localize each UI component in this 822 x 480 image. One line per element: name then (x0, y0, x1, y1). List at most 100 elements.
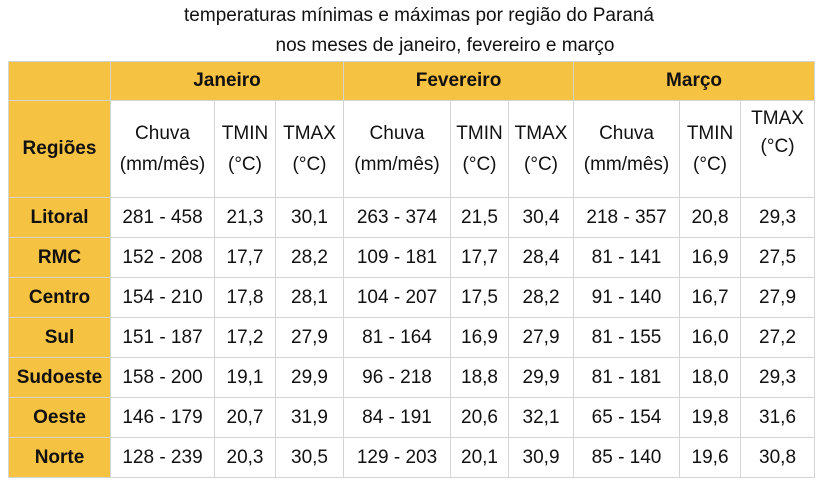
value-cell: 29,9 (508, 357, 575, 398)
value-cell: 19,8 (679, 397, 742, 438)
value-cell: 91 - 140 (573, 277, 681, 318)
value-cell: 20,7 (214, 397, 276, 438)
value-cell: 30,5 (274, 437, 345, 478)
tmax-header: TMAX (°C) (740, 100, 816, 198)
value-cell: 152 - 208 (110, 237, 215, 278)
table-title-line-2: nos meses de janeiro, fevereiro e março (275, 35, 615, 56)
table-row: Centro 154 - 210 17,8 28,1 104 - 207 17,5 28,2… (8, 277, 816, 318)
value-cell: 16,0 (679, 317, 742, 358)
region-name-cell: Sudoeste (8, 357, 111, 398)
table-title-line-1: temperaturas mínimas e máximas por regiã… (184, 5, 654, 26)
value-cell: 154 - 210 (110, 277, 215, 318)
table-row: Sul 151 - 187 17,2 27,9 81 - 164 16,9 27,9 81 -… (8, 317, 816, 358)
tmax-label: TMAX (514, 123, 568, 144)
region-name-cell: Norte (8, 437, 111, 478)
region-name-cell: Centro (8, 277, 111, 318)
value-cell: 128 - 239 (110, 437, 215, 478)
value-cell: 21,5 (450, 197, 510, 238)
tmax-label: TMAX (751, 108, 804, 129)
value-cell: 17,7 (214, 237, 276, 278)
value-cell: 218 - 357 (573, 197, 681, 238)
value-cell: 20,8 (679, 197, 742, 238)
value-cell: 27,9 (740, 277, 816, 318)
value-cell: 20,3 (214, 437, 276, 478)
tmax-unit: (°C) (760, 136, 795, 157)
value-cell: 29,3 (740, 357, 816, 398)
value-cell: 17,5 (450, 277, 510, 318)
value-cell: 81 - 155 (573, 317, 681, 358)
value-cell: 151 - 187 (110, 317, 215, 358)
value-cell: 84 - 191 (343, 397, 452, 438)
value-cell: 19,6 (679, 437, 742, 478)
chuva-label: Chuva (369, 123, 425, 144)
tmin-label: TMIN (686, 123, 734, 144)
month-header-fevereiro: Fevereiro (343, 61, 575, 101)
tmax-header: TMAX (°C) (508, 100, 575, 198)
corner-cell (8, 61, 111, 101)
tmin-label: TMIN (221, 123, 269, 144)
value-cell: 18,0 (679, 357, 742, 398)
value-cell: 27,5 (740, 237, 816, 278)
chuva-unit: (mm/mês) (119, 154, 206, 175)
tmin-unit: (°C) (462, 154, 497, 175)
region-name-cell: Oeste (8, 397, 111, 438)
value-cell: 27,9 (508, 317, 575, 358)
value-cell: 109 - 181 (343, 237, 452, 278)
chuva-label: Chuva (599, 123, 654, 144)
chuva-header: Chuva (mm/mês) (343, 100, 452, 198)
value-cell: 27,2 (740, 317, 816, 358)
value-cell: 81 - 181 (573, 357, 681, 398)
chuva-unit: (mm/mês) (354, 154, 440, 175)
value-cell: 16,9 (679, 237, 742, 278)
tmax-header: TMAX (°C) (274, 100, 345, 198)
table-body: Litoral 281 - 458 21,3 30,1 263 - 374 21,5 30,… (8, 197, 816, 478)
value-cell: 146 - 179 (110, 397, 215, 438)
value-cell: 21,3 (214, 197, 276, 238)
value-cell: 27,9 (274, 317, 345, 358)
value-cell: 17,8 (214, 277, 276, 318)
climate-table: Janeiro Fevereiro Março Regiões Chuva (mm… (8, 61, 816, 478)
tmin-header: TMIN (°C) (450, 100, 510, 198)
value-cell: 17,2 (214, 317, 276, 358)
chuva-header: Chuva (mm/mês) (110, 100, 215, 198)
value-cell: 104 - 207 (343, 277, 452, 318)
region-name-cell: Sul (8, 317, 111, 358)
regions-header: Regiões (8, 100, 111, 198)
month-header-row: Janeiro Fevereiro Março (8, 61, 816, 101)
value-cell: 263 - 374 (343, 197, 452, 238)
value-cell: 19,1 (214, 357, 276, 398)
value-cell: 129 - 203 (343, 437, 452, 478)
value-cell: 18,8 (450, 357, 510, 398)
value-cell: 81 - 164 (343, 317, 452, 358)
tmin-unit: (°C) (693, 154, 728, 175)
tmax-unit: (°C) (292, 154, 327, 175)
value-cell: 29,3 (740, 197, 816, 238)
tmin-unit: (°C) (228, 154, 262, 175)
chuva-unit: (mm/mês) (583, 154, 670, 175)
value-cell: 17,7 (450, 237, 510, 278)
value-cell: 158 - 200 (110, 357, 215, 398)
value-cell: 28,2 (508, 277, 575, 318)
column-header-row: Regiões Chuva (mm/mês) TMIN (°C) TMAX (°C) … (8, 100, 816, 198)
chuva-header: Chuva (mm/mês) (573, 100, 681, 198)
value-cell: 32,1 (508, 397, 575, 438)
value-cell: 16,9 (450, 317, 510, 358)
value-cell: 30,1 (274, 197, 345, 238)
value-cell: 28,4 (508, 237, 575, 278)
value-cell: 281 - 458 (110, 197, 215, 238)
region-name-cell: RMC (8, 237, 111, 278)
value-cell: 28,1 (274, 277, 345, 318)
table-row: Litoral 281 - 458 21,3 30,1 263 - 374 21,5 30,… (8, 197, 816, 238)
value-cell: 31,6 (740, 397, 816, 438)
month-header-marco: Março (573, 61, 816, 101)
value-cell: 20,1 (450, 437, 510, 478)
value-cell: 30,9 (508, 437, 575, 478)
value-cell: 85 - 140 (573, 437, 681, 478)
table-row: Norte 128 - 239 20,3 30,5 129 - 203 20,1 30,9 8… (8, 437, 816, 478)
month-header-janeiro: Janeiro (109, 61, 345, 101)
value-cell: 30,8 (740, 437, 816, 478)
value-cell: 20,6 (450, 397, 510, 438)
chuva-label: Chuva (135, 123, 190, 144)
value-cell: 65 - 154 (573, 397, 681, 438)
table-row: Oeste 146 - 179 20,7 31,9 84 - 191 20,6 32,1 65… (8, 397, 816, 438)
